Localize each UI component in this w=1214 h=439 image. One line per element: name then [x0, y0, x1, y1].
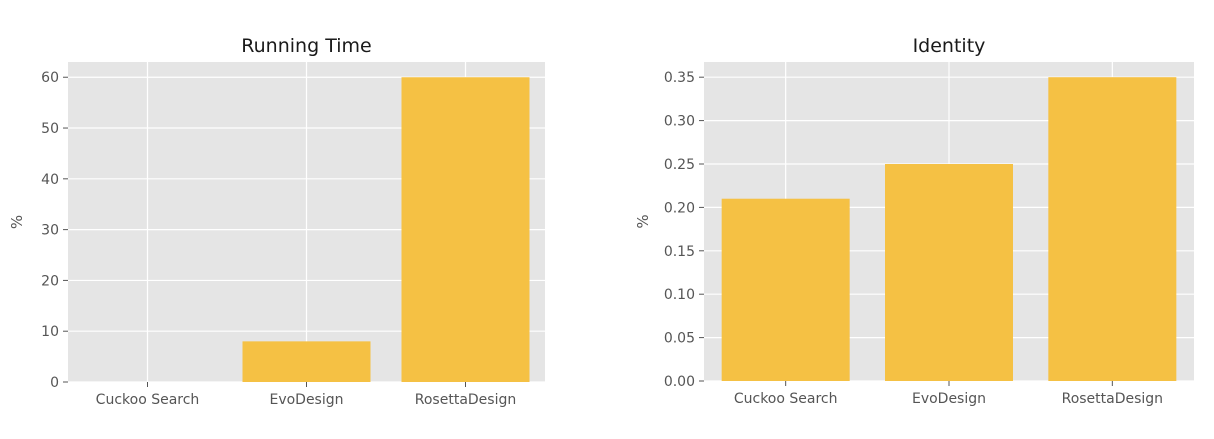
identity-ytick-label-0: 0.00	[664, 374, 695, 390]
identity-chart: 0.00 0.05 0.10 0.15 0.20 0.25 0.30 0.35 Cuckoo S…	[634, 35, 1194, 407]
identity-ytick-label-5: 0.25	[664, 157, 695, 173]
running-time-chart-title: Running Time	[241, 35, 371, 57]
identity-bar-1	[885, 163, 1013, 381]
identity-chart-title: Identity	[913, 35, 986, 57]
running-time-xtick-label-0: Cuckoo Search	[96, 392, 200, 408]
identity-ytick-label-7: 0.35	[664, 70, 695, 86]
running-time-xtick-label-2: RosettaDesign	[415, 392, 516, 408]
identity-ytick-label-6: 0.30	[664, 114, 695, 130]
running-time-ytick-label-5: 50	[41, 121, 59, 137]
identity-ytick-label-4: 0.20	[664, 200, 695, 216]
running-time-ytick-label-3: 30	[41, 223, 59, 239]
identity-bar-2	[1048, 77, 1177, 381]
identity-ytick-label-3: 0.15	[664, 244, 695, 260]
identity-y-axis-label: %	[634, 214, 652, 228]
running-time-bar-2	[401, 77, 530, 382]
identity-ytick-label-1: 0.05	[664, 331, 695, 347]
identity-ytick-label-2: 0.10	[664, 287, 695, 303]
running-time-ytick-label-4: 40	[41, 172, 59, 188]
running-time-chart: 0 10 20 30 40 50 60 Cuckoo Search EvoDesign Roset…	[8, 35, 545, 408]
identity-bar-0	[721, 198, 850, 381]
identity-xtick-label-2: RosettaDesign	[1062, 391, 1163, 407]
running-time-bar-1	[242, 341, 371, 382]
running-time-ytick-label-0: 0	[50, 375, 59, 391]
running-time-xtick-label-1: EvoDesign	[269, 392, 343, 408]
identity-xtick-label-0: Cuckoo Search	[734, 391, 838, 407]
running-time-ytick-label-1: 10	[41, 324, 59, 340]
running-time-ytick-label-6: 60	[41, 70, 59, 86]
running-time-y-axis-label: %	[8, 215, 26, 229]
identity-xtick-label-1: EvoDesign	[912, 391, 986, 407]
running-time-ytick-label-2: 20	[41, 273, 59, 289]
